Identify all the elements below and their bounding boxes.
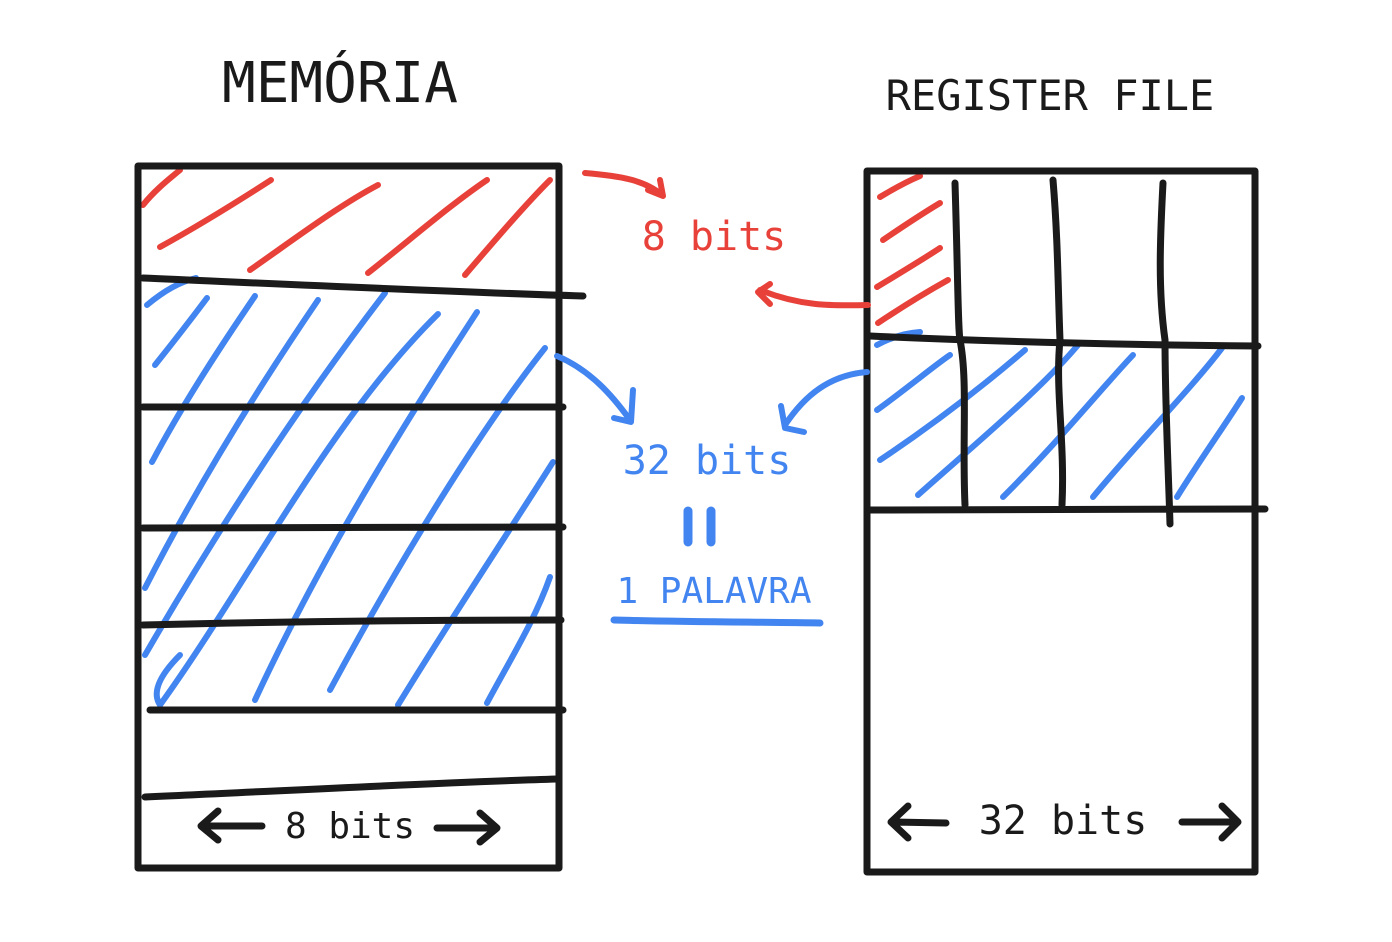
word-label-underline [610, 616, 824, 627]
register-byte-hatch [874, 173, 951, 326]
memory-grid [134, 162, 587, 872]
byte-arrows [582, 170, 871, 309]
memory-block: 8 bits [134, 162, 587, 872]
register-to-byte-arrow [755, 281, 871, 309]
memory-title: MEMÓRIA [222, 51, 458, 116]
register-file-grid [863, 167, 1269, 876]
register-file-title: REGISTER FILE [886, 71, 1215, 120]
register-width-label: 32 bits [979, 798, 1148, 844]
memory-to-word-arrow [554, 353, 636, 425]
memory-byte-hatch [140, 167, 553, 278]
memory-to-byte-arrow [582, 170, 666, 199]
memory-width-arrow [197, 807, 501, 846]
register-width-arrow [887, 802, 1242, 842]
word-arrows [554, 353, 870, 435]
equals-sign-marks [683, 506, 716, 547]
memory-width-label: 8 bits [285, 806, 415, 847]
register-to-word-arrow [778, 369, 870, 435]
left-arrow-icon [887, 802, 950, 842]
right-arrow-icon [1178, 802, 1242, 842]
equals-sign: = [700, 529, 701, 531]
memory-word-hatch [142, 275, 556, 708]
left-arrow-icon [197, 807, 266, 844]
word-bits-label: 32 bits [623, 438, 792, 484]
right-arrow-icon [433, 809, 501, 846]
word-label: 1 PALAVRA [616, 571, 811, 612]
register-file-block: 32 bits [863, 167, 1269, 876]
byte-label: 8 bits [642, 214, 787, 260]
